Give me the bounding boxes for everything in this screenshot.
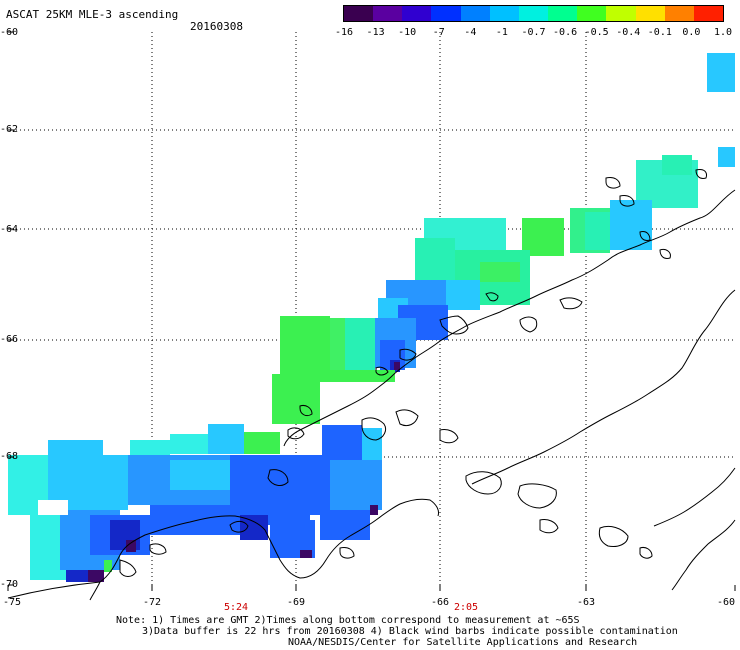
colorbar-segment (518, 6, 549, 21)
coastline (7, 169, 736, 601)
colorbar-tick-label: -1 (495, 27, 508, 38)
note-line-3: NOAA/NESDIS/Center for Satellite Applica… (288, 637, 638, 648)
axis-ticks (7, 31, 736, 591)
lat-label-66: -66 (0, 334, 19, 345)
lat-label-60: -60 (0, 27, 19, 38)
note-line-2: 3)Data buffer is 22 hrs from 20160308 4)… (142, 626, 678, 637)
lat-label-64: -64 (0, 224, 19, 235)
colorbar-tick-label: -0.1 (647, 27, 672, 38)
scatterometer-swath (8, 53, 735, 582)
time-label-2: 2:05 (453, 602, 479, 613)
map-date: 20160308 (190, 20, 243, 33)
colorbar-segment (635, 6, 666, 21)
colorbar-segment (693, 6, 724, 21)
colorbar-tick-label: -0.6 (553, 27, 578, 38)
lat-label-68: -68 (0, 451, 19, 462)
lon-label-60: -60 (716, 597, 736, 608)
lon-label-69: -69 (286, 597, 306, 608)
colorbar-tick-label: -0.4 (616, 27, 641, 38)
colorbar-tick-label: -16 (334, 27, 354, 38)
colorbar-segment (548, 6, 578, 21)
colorbar-tick-label: -7 (432, 27, 445, 38)
colorbar-tick-label: -13 (366, 27, 385, 38)
colorbar-segment (460, 6, 491, 21)
colorbar-segment (664, 6, 695, 21)
colorbar-tick-label: -0.5 (584, 27, 609, 38)
lon-label-72: -72 (142, 597, 162, 608)
colorbar-segment (489, 6, 520, 21)
colorbar-tick-label: -10 (398, 27, 417, 38)
colorbar-segment (373, 6, 403, 21)
colorbar-segment (431, 6, 462, 21)
colorbar (343, 5, 724, 22)
colorbar-tick-label: -4 (464, 27, 477, 38)
colorbar-tick-label: 0.0 (682, 27, 701, 38)
colorbar-segment (402, 6, 432, 21)
colorbar-segment (606, 6, 637, 21)
lat-label-62: -62 (0, 124, 19, 135)
colorbar-tick-label: -0.7 (521, 27, 546, 38)
lon-label-75: -75 (2, 597, 22, 608)
colorbar-segment (577, 6, 607, 21)
time-label-1: 5:24 (223, 602, 249, 613)
lat-label-70: -70 (0, 579, 19, 590)
map-title: ASCAT 25KM MLE-3 ascending (6, 8, 179, 21)
lon-label-66: -66 (430, 597, 450, 608)
colorbar-tick-label: 1.0 (713, 27, 733, 38)
lon-label-63: -63 (576, 597, 596, 608)
note-line-1: Note: 1) Times are GMT 2)Times along bot… (116, 615, 580, 626)
colorbar-segment (344, 6, 374, 21)
